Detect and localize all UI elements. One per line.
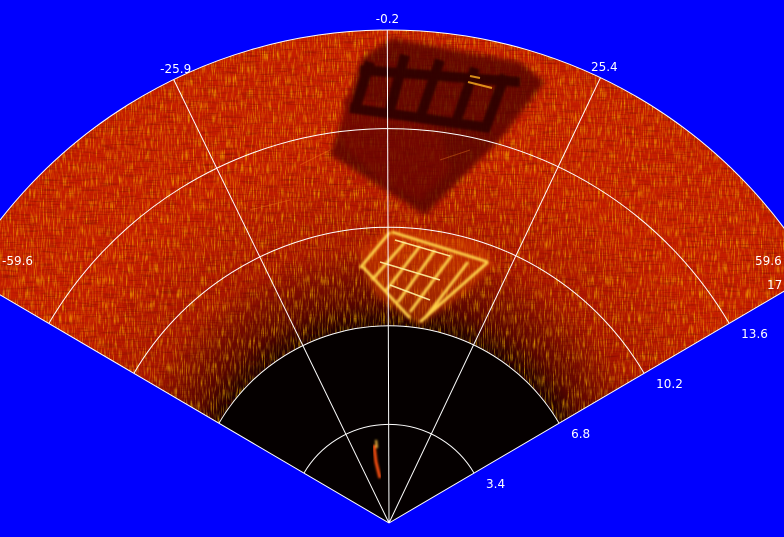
structure-echo	[358, 225, 495, 325]
range-ring-3	[48, 128, 730, 324]
bearing-label-1: -25.9	[160, 61, 192, 76]
range-ring-4	[0, 29, 784, 229]
shadow-bars	[349, 53, 521, 133]
bearing-label-0: -59.6	[2, 253, 34, 268]
bearing-label-3: 25.4	[590, 59, 618, 74]
range-label-2: 10.2	[656, 377, 683, 392]
bearing-line-3	[388, 77, 601, 524]
polar-grid	[0, 29, 784, 524]
shadow-highlights	[467, 75, 493, 89]
range-label-0: 3.4	[486, 477, 506, 492]
range-label-1: 6.8	[571, 427, 591, 442]
bearing-line-4	[388, 290, 784, 524]
bearing-label-2: -0.2	[375, 12, 400, 26]
bearing-label-4: 59.6	[755, 253, 782, 268]
bearing-line-1	[173, 79, 390, 524]
range-ring-1	[218, 325, 560, 424]
range-ring-2	[133, 226, 645, 374]
range-label-3: 13.6	[741, 327, 768, 342]
bearing-line-0	[0, 294, 390, 524]
near-echo	[372, 439, 382, 479]
mid-streaks	[249, 149, 471, 211]
range-label-4: 17	[767, 277, 783, 292]
bearing-line-2	[386, 29, 390, 524]
